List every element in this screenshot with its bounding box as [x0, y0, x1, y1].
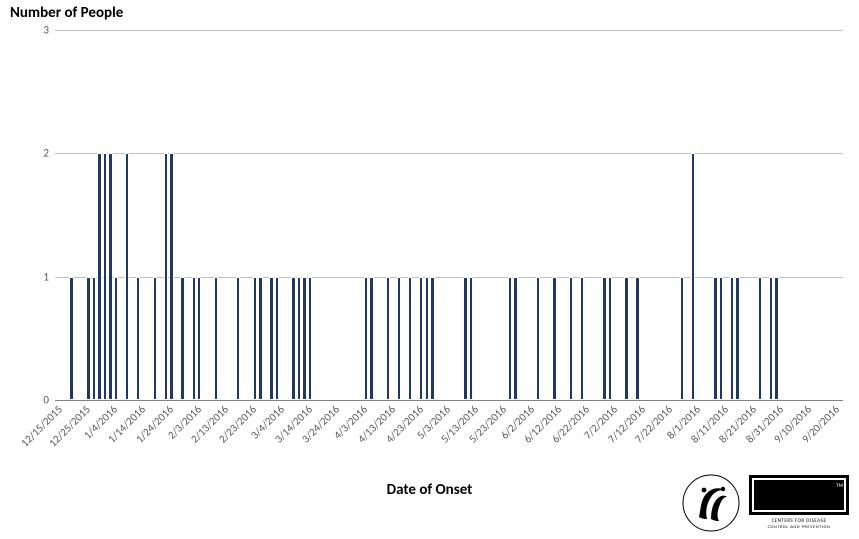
data-bar: [169, 153, 173, 400]
cdc-sub1: CENTERS FOR DISEASE: [772, 518, 827, 524]
epi-curve-chart: Number of People 012312/15/201512/25/201…: [0, 0, 859, 539]
y-axis-title: Number of People: [10, 4, 123, 22]
cdc-main-text: CDC: [772, 482, 826, 511]
data-bar: [97, 153, 101, 400]
data-bar: [691, 153, 695, 400]
y-tick-label: 0: [43, 394, 49, 407]
hhs-seal-icon: [681, 473, 741, 533]
footer-logos: CDC TM CENTERS FOR DISEASE CONTROL AND P…: [681, 473, 849, 533]
plot-area: 012312/15/201512/25/20151/4/20161/14/201…: [55, 30, 843, 401]
data-bar: [125, 153, 129, 400]
cdc-logo-icon: CDC TM CENTERS FOR DISEASE CONTROL AND P…: [749, 475, 849, 531]
y-tick-label: 1: [43, 270, 49, 283]
cdc-sub2: CONTROL AND PREVENTION: [768, 525, 831, 530]
y-tick-label: 3: [43, 24, 49, 37]
data-bar: [103, 153, 107, 400]
cdc-tm: TM: [836, 483, 843, 489]
data-bar: [164, 153, 168, 400]
gridline: [55, 30, 843, 31]
data-bar: [108, 153, 112, 400]
y-tick-label: 2: [43, 147, 49, 160]
